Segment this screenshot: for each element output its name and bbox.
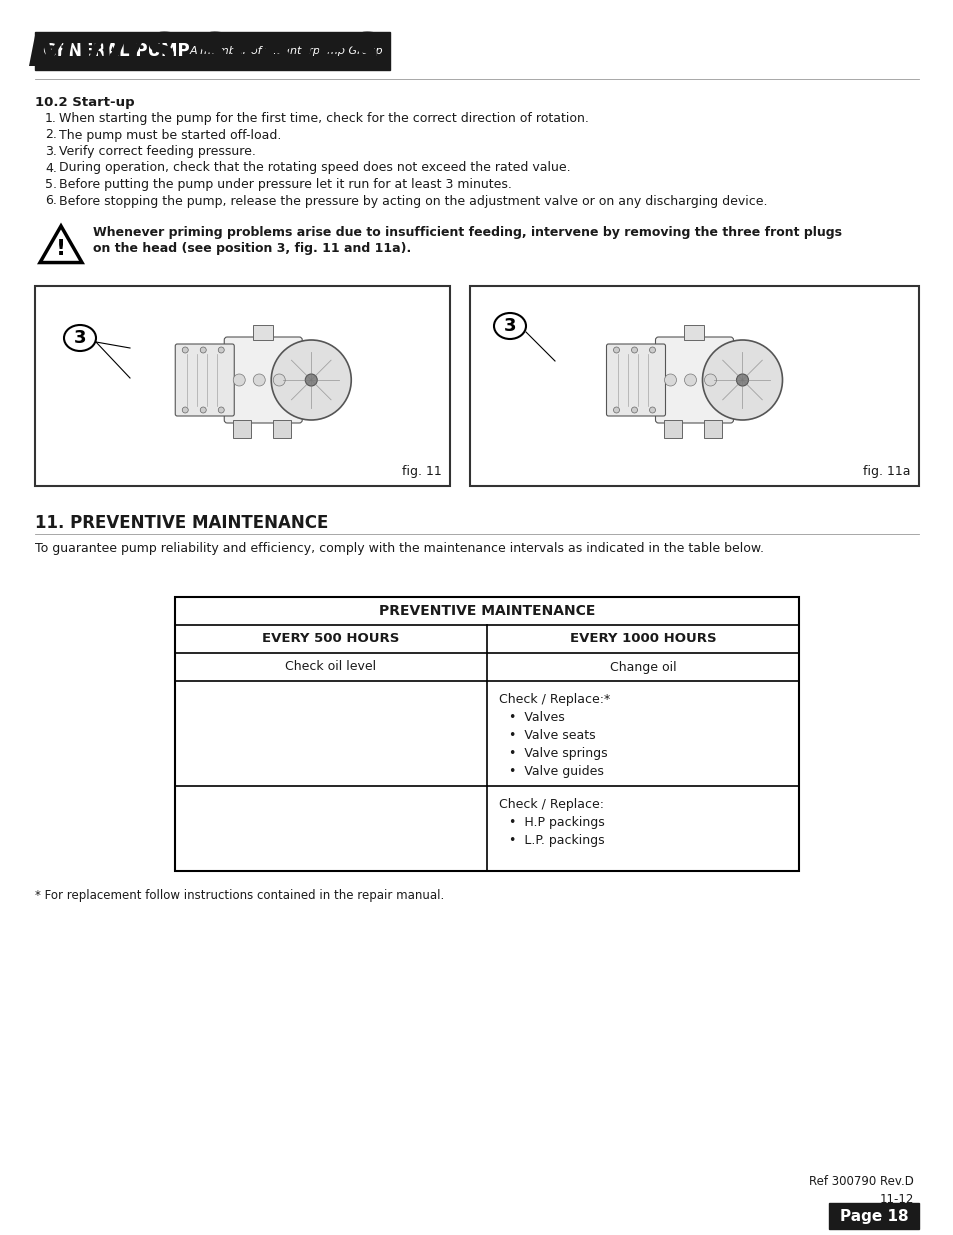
FancyBboxPatch shape [224,337,302,424]
FancyBboxPatch shape [684,325,703,340]
Text: •  Valve guides: • Valve guides [509,764,603,778]
Circle shape [218,347,224,353]
FancyBboxPatch shape [273,420,291,438]
Circle shape [703,374,716,387]
Text: •  Valve springs: • Valve springs [509,747,607,760]
FancyBboxPatch shape [703,420,721,438]
Text: •  Valves: • Valves [509,711,564,724]
Ellipse shape [64,325,96,351]
Circle shape [701,340,781,420]
FancyBboxPatch shape [35,32,390,70]
Text: 3: 3 [73,329,86,347]
Text: During operation, check that the rotating speed does not exceed the rated value.: During operation, check that the rotatin… [59,162,570,174]
Circle shape [200,347,206,353]
Circle shape [649,408,655,412]
Ellipse shape [494,312,525,338]
Text: 1.: 1. [45,112,57,125]
FancyBboxPatch shape [470,287,918,487]
Text: To guarantee pump reliability and efficiency, comply with the maintenance interv: To guarantee pump reliability and effici… [35,542,763,555]
Text: Check / Replace:*: Check / Replace:* [498,693,610,706]
Circle shape [182,408,188,412]
Bar [174,597,799,871]
Text: 2.: 2. [45,128,57,142]
Circle shape [613,408,618,412]
Circle shape [200,408,206,412]
Text: 11. PREVENTIVE MAINTENANCE: 11. PREVENTIVE MAINTENANCE [35,514,328,532]
Text: •  L.P. packings: • L.P. packings [509,834,604,847]
Text: fig. 11a: fig. 11a [862,466,910,478]
FancyBboxPatch shape [606,345,665,416]
Text: •  Valve seats: • Valve seats [509,729,595,742]
Text: Whenever priming problems arise due to insufficient feeding, intervene by removi: Whenever priming problems arise due to i… [92,226,841,240]
Text: Check / Replace:: Check / Replace: [498,798,603,811]
Text: When starting the pump for the first time, check for the correct direction of ro: When starting the pump for the first tim… [59,112,588,125]
Text: fig. 11: fig. 11 [402,466,441,478]
Text: •  H.P packings: • H.P packings [509,816,604,829]
Text: !: ! [56,240,66,259]
Text: Verify correct feeding pressure.: Verify correct feeding pressure. [59,144,255,158]
Circle shape [736,374,748,387]
Circle shape [664,374,676,387]
Circle shape [218,408,224,412]
Text: Change oil: Change oil [609,661,676,673]
Circle shape [684,374,696,387]
Circle shape [613,347,618,353]
Circle shape [253,374,265,387]
Text: 4.: 4. [45,162,57,174]
Bar [828,1203,918,1229]
Text: on the head (see position 3, fig. 11 and 11a).: on the head (see position 3, fig. 11 and… [92,242,411,254]
FancyBboxPatch shape [175,345,234,416]
Circle shape [631,408,637,412]
FancyBboxPatch shape [253,325,273,340]
Text: Before stopping the pump, release the pressure by acting on the adjustment valve: Before stopping the pump, release the pr… [59,194,767,207]
Circle shape [305,374,317,387]
FancyBboxPatch shape [655,337,733,424]
Text: Ref 300790 Rev.D
11-12: Ref 300790 Rev.D 11-12 [808,1174,913,1207]
Text: Check oil level: Check oil level [285,661,376,673]
Text: MW/S SERIES: MW/S SERIES [29,31,381,75]
Text: Page 18: Page 18 [839,1209,907,1224]
Text: * For replacement follow instructions contained in the repair manual.: * For replacement follow instructions co… [35,889,444,902]
Text: 5.: 5. [45,178,57,191]
Circle shape [233,374,245,387]
Text: 6.: 6. [45,194,57,207]
Text: 3.: 3. [45,144,57,158]
FancyBboxPatch shape [664,420,681,438]
FancyBboxPatch shape [233,420,251,438]
Text: EVERY 500 HOURS: EVERY 500 HOURS [262,632,399,646]
Text: The pump must be started off-load.: The pump must be started off-load. [59,128,281,142]
Text: 3: 3 [503,317,516,335]
Circle shape [631,347,637,353]
Circle shape [271,340,351,420]
FancyBboxPatch shape [35,287,450,487]
Text: Before putting the pump under pressure let it run for at least 3 minutes.: Before putting the pump under pressure l… [59,178,512,191]
Polygon shape [40,226,82,263]
Text: GENERAL PUMP: GENERAL PUMP [43,42,190,61]
Circle shape [273,374,285,387]
Text: EVERY 1000 HOURS: EVERY 1000 HOURS [569,632,716,646]
Text: 10.2 Start-up: 10.2 Start-up [35,96,134,109]
Circle shape [649,347,655,353]
Circle shape [182,347,188,353]
Text: PREVENTIVE MAINTENANCE: PREVENTIVE MAINTENANCE [378,604,595,618]
Text: A member of the Interpump Group: A member of the Interpump Group [190,46,383,56]
